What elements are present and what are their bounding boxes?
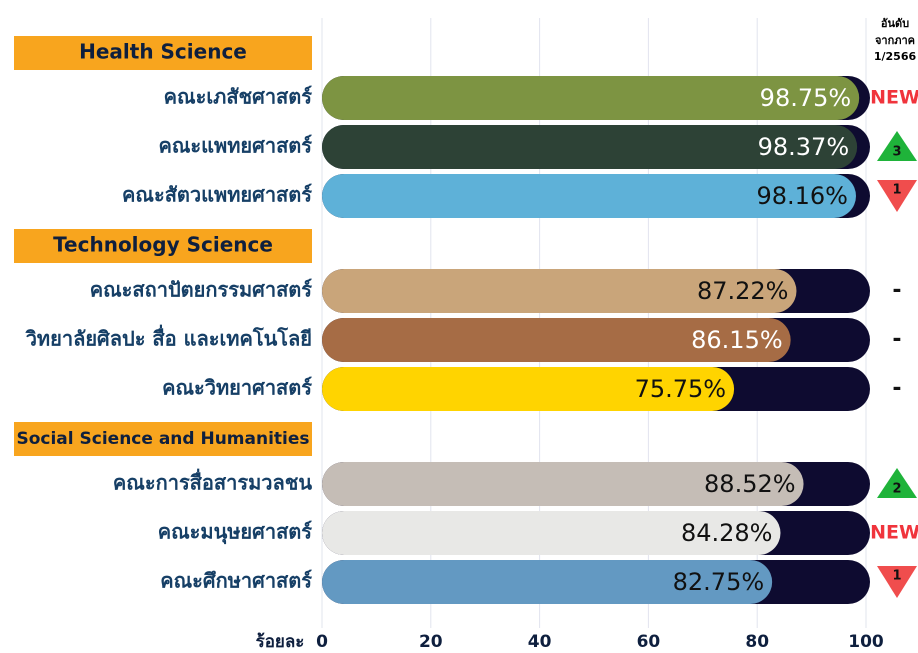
rank-change: 1 xyxy=(892,569,901,584)
rank-change: 1 xyxy=(892,183,901,198)
x-tick-label: 40 xyxy=(528,632,552,652)
rank-change: - xyxy=(892,327,901,352)
value-label: 86.15% xyxy=(691,326,783,354)
x-tick-label: 20 xyxy=(419,632,443,652)
x-axis-label: ร้อยละ xyxy=(256,632,305,652)
chart: ร้อยละ อันดับ จากภาค 1/2566 0 20 40 60 80 100… xyxy=(0,0,918,653)
value-label: 84.28% xyxy=(681,519,773,547)
x-tick-label: 80 xyxy=(745,632,769,652)
rank-change: 3 xyxy=(892,145,901,160)
x-tick-label: 0 xyxy=(316,632,328,652)
category-label: คณะแพทยศาสตร์ xyxy=(158,134,312,158)
category-label: คณะศึกษาศาสตร์ xyxy=(160,569,312,593)
value-label: 82.75% xyxy=(673,568,765,596)
x-tick-label: 100 xyxy=(848,632,884,652)
group-header: Health Science xyxy=(79,40,247,64)
value-label: 98.75% xyxy=(760,84,852,112)
value-label: 88.52% xyxy=(704,470,796,498)
rank-change: NEW xyxy=(870,522,918,544)
rank-change: NEW xyxy=(870,87,918,109)
x-tick-label: 60 xyxy=(637,632,661,652)
category-label: คณะสถาปัตยกรรมศาสตร์ xyxy=(90,278,313,302)
rank-header: อันดับ xyxy=(881,17,909,30)
value-label: 87.22% xyxy=(697,277,789,305)
category-label: คณะการสื่อสารมวลชน xyxy=(113,468,312,495)
rank-header: 1/2566 xyxy=(874,50,917,63)
category-label: วิทยาลัยศิลปะ สื่อ และเทคโนโลยี xyxy=(25,324,312,351)
rank-header: จากภาค xyxy=(875,34,915,47)
category-label: คณะสัตวแพทยศาสตร์ xyxy=(122,183,312,207)
rank-change: 2 xyxy=(892,482,901,497)
value-label: 75.75% xyxy=(635,375,727,403)
rank-change: - xyxy=(892,278,901,303)
category-label: คณะวิทยาศาสตร์ xyxy=(162,376,312,400)
value-label: 98.16% xyxy=(756,182,848,210)
value-label: 98.37% xyxy=(758,133,850,161)
category-label: คณะเภสัชศาสตร์ xyxy=(164,85,313,109)
rank-change: - xyxy=(892,376,901,401)
category-label: คณะมนุษยศาสตร์ xyxy=(158,520,313,545)
group-header: Technology Science xyxy=(53,233,273,257)
group-header: Social Science and Humanities xyxy=(16,429,309,449)
